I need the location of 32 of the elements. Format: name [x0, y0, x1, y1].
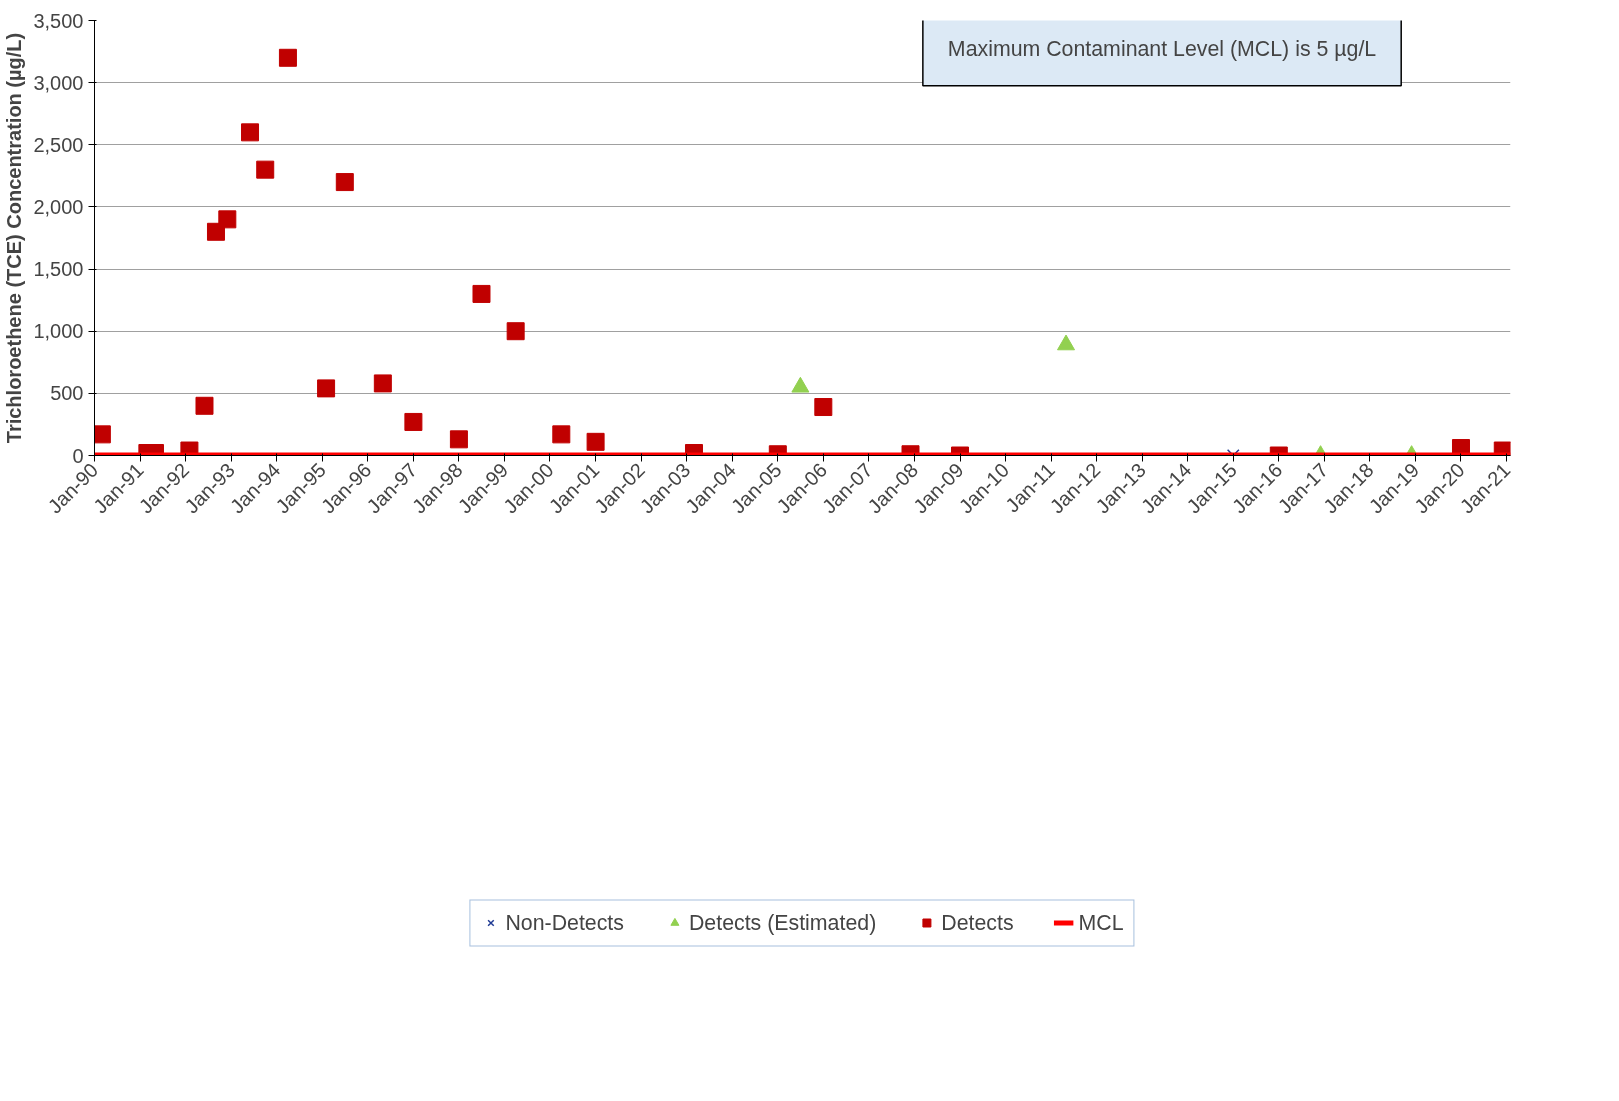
legend-label: Non-Detects: [505, 910, 624, 936]
point: [506, 322, 525, 341]
point: [94, 425, 111, 444]
point: [241, 123, 260, 142]
point: [278, 48, 297, 67]
point: [1057, 334, 1076, 351]
legend-label: MCL: [1078, 910, 1124, 936]
y-tick-label: 2,500: [33, 133, 84, 156]
y-tick-label: 2,000: [33, 195, 84, 218]
y-axis-title: Trichloroethene (TCE) Concentration (µg/L): [3, 32, 26, 444]
point: [449, 430, 468, 449]
point: [814, 398, 833, 417]
point: [256, 160, 275, 179]
point: [373, 374, 392, 393]
point: [317, 379, 336, 398]
y-tick-label: 0: [72, 444, 84, 467]
point: [552, 425, 571, 444]
legend-label: Detects: [941, 910, 1014, 936]
point: [791, 376, 810, 393]
y-tick-label: 3,000: [33, 71, 84, 94]
y-tick-label: 3,500: [33, 9, 84, 32]
point: [218, 210, 237, 229]
legend-label: Detects (Estimated): [688, 910, 877, 936]
point: [586, 432, 605, 451]
point: [195, 396, 214, 415]
point: [335, 173, 354, 192]
annotation: Maximum Contaminant Level (MCL) is 5 µg/L: [947, 36, 1377, 61]
y-tick-label: 1,500: [33, 258, 84, 281]
point: [472, 284, 491, 303]
point: [404, 412, 423, 431]
y-tick-label: 1,000: [33, 320, 84, 343]
y-tick-label: 500: [50, 382, 84, 405]
